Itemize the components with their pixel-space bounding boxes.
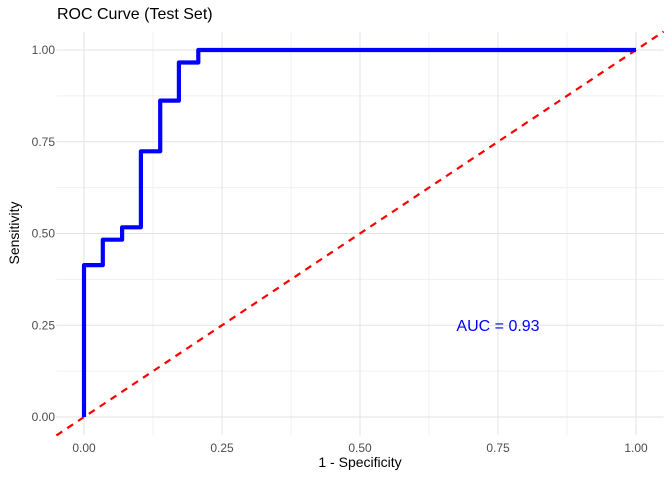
- x-tick-label: 0.50: [348, 441, 372, 455]
- x-tick-label: 1.00: [624, 441, 648, 455]
- y-tick-label: 0.00: [32, 410, 56, 424]
- y-tick-label: 0.50: [32, 227, 56, 241]
- x-axis-title: 1 - Specificity: [318, 454, 402, 470]
- x-tick-label: 0.25: [210, 441, 234, 455]
- roc-curve-line: [81, 47, 636, 417]
- y-tick-label: 0.75: [32, 135, 56, 149]
- x-tick-label: 0.00: [72, 441, 96, 455]
- y-tick-label: 1.00: [32, 43, 56, 57]
- y-axis-title: Sensitivity: [6, 201, 22, 265]
- auc-annotation: AUC = 0.93: [456, 318, 539, 335]
- x-tick-label: 0.75: [486, 441, 510, 455]
- y-tick-label: 0.25: [32, 318, 56, 332]
- chance-diagonal-line: [55, 30, 665, 437]
- chart-title: ROC Curve (Test Set): [57, 6, 213, 23]
